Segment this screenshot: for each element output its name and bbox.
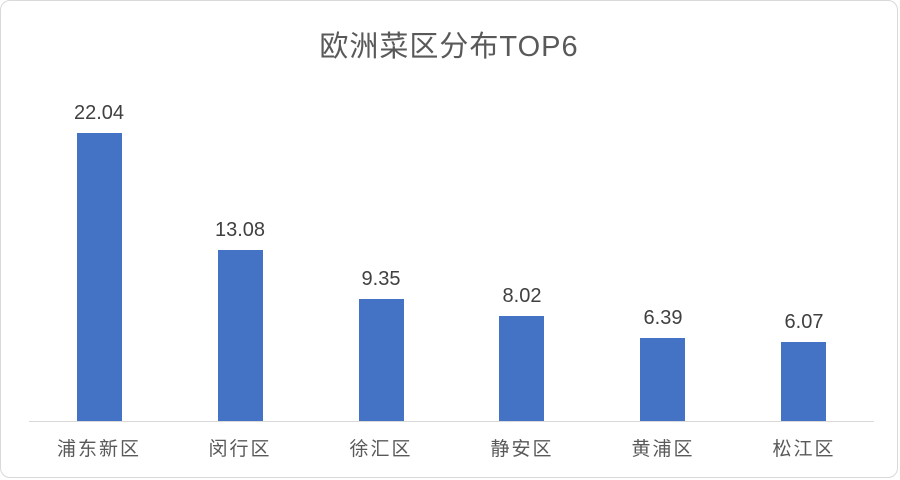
bar-value-label: 9.35 xyxy=(361,268,401,290)
bar-value-label: 8.02 xyxy=(502,285,542,307)
bar-value-label: 6.07 xyxy=(784,311,824,333)
bar-value-label: 22.04 xyxy=(73,102,125,124)
bar-value-label: 13.08 xyxy=(214,219,266,241)
chart-title: 欧洲菜区分布TOP6 xyxy=(319,31,579,63)
category-label: 静安区 xyxy=(490,439,554,460)
bar-松江区 xyxy=(781,342,826,421)
category-label: 徐汇区 xyxy=(349,439,413,460)
bar-闵行区 xyxy=(218,250,263,421)
bar-徐汇区 xyxy=(359,299,404,421)
category-label: 松江区 xyxy=(772,439,836,460)
bar-value-label: 6.39 xyxy=(643,307,683,329)
category-label: 浦东新区 xyxy=(56,439,141,460)
bar-静安区 xyxy=(499,316,544,421)
bar-黄浦区 xyxy=(640,338,685,421)
x-axis-line xyxy=(29,421,874,422)
category-label: 闵行区 xyxy=(208,439,272,460)
category-label: 黄浦区 xyxy=(631,439,695,460)
bar-浦东新区 xyxy=(77,133,122,421)
